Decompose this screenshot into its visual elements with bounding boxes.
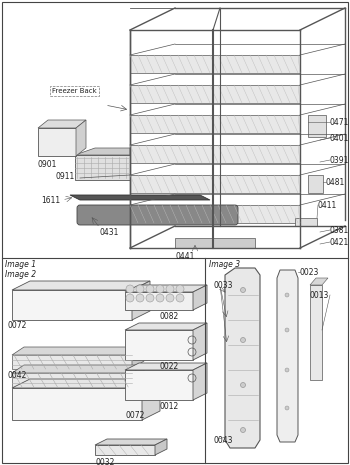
Polygon shape <box>193 285 207 310</box>
Text: 0441: 0441 <box>175 252 195 261</box>
Polygon shape <box>95 439 167 445</box>
Bar <box>130 85 300 103</box>
Polygon shape <box>193 363 207 400</box>
Polygon shape <box>132 347 144 369</box>
Circle shape <box>146 294 154 302</box>
Text: 0401: 0401 <box>330 133 349 142</box>
Text: Image 2: Image 2 <box>5 270 36 279</box>
Text: 0042: 0042 <box>8 371 27 379</box>
Bar <box>130 175 300 193</box>
Polygon shape <box>12 347 144 355</box>
Circle shape <box>240 427 245 432</box>
Text: 0901: 0901 <box>38 160 57 169</box>
Polygon shape <box>193 323 207 360</box>
Text: 0022: 0022 <box>160 362 179 371</box>
Polygon shape <box>95 445 155 455</box>
Text: 0391: 0391 <box>330 155 349 165</box>
Circle shape <box>166 294 174 302</box>
Text: 0471: 0471 <box>330 118 349 126</box>
Circle shape <box>176 285 184 293</box>
Circle shape <box>285 368 289 372</box>
Text: 1611: 1611 <box>41 195 60 205</box>
Polygon shape <box>125 370 193 400</box>
Polygon shape <box>12 379 160 388</box>
Text: 0023: 0023 <box>300 267 319 277</box>
Text: Freezer Back: Freezer Back <box>52 88 97 94</box>
Polygon shape <box>125 292 193 310</box>
Bar <box>130 55 300 73</box>
Bar <box>130 205 300 223</box>
Text: 0033: 0033 <box>213 280 232 290</box>
Text: 0012: 0012 <box>160 402 179 411</box>
Circle shape <box>176 294 184 302</box>
Polygon shape <box>132 365 144 387</box>
Circle shape <box>126 294 134 302</box>
Circle shape <box>136 294 144 302</box>
Polygon shape <box>125 323 207 330</box>
Text: 0411: 0411 <box>318 200 337 210</box>
Circle shape <box>285 293 289 297</box>
Circle shape <box>156 285 164 293</box>
Circle shape <box>126 285 134 293</box>
Bar <box>130 145 300 163</box>
Polygon shape <box>310 285 322 380</box>
Text: 0032: 0032 <box>95 458 115 465</box>
Circle shape <box>285 406 289 410</box>
Text: 0072: 0072 <box>125 411 144 419</box>
Polygon shape <box>277 270 298 442</box>
Text: 0481: 0481 <box>326 178 345 186</box>
Circle shape <box>166 285 174 293</box>
Text: 0072: 0072 <box>8 320 27 330</box>
Polygon shape <box>76 120 86 156</box>
Circle shape <box>156 294 164 302</box>
Polygon shape <box>155 439 167 455</box>
Polygon shape <box>12 373 132 387</box>
Text: Image 3: Image 3 <box>209 260 240 269</box>
Circle shape <box>240 338 245 343</box>
Polygon shape <box>38 120 86 128</box>
Polygon shape <box>75 155 130 180</box>
Text: 0911: 0911 <box>55 172 74 181</box>
Polygon shape <box>310 278 328 285</box>
Polygon shape <box>12 388 142 420</box>
Bar <box>308 115 326 137</box>
Bar <box>175 238 255 248</box>
Polygon shape <box>12 290 132 320</box>
Polygon shape <box>125 330 193 360</box>
Text: 0381: 0381 <box>330 226 349 234</box>
Bar <box>38 128 76 156</box>
Polygon shape <box>70 195 210 200</box>
Circle shape <box>136 285 144 293</box>
Polygon shape <box>225 268 260 448</box>
Polygon shape <box>125 363 207 370</box>
Circle shape <box>240 383 245 387</box>
Circle shape <box>240 287 245 292</box>
Text: 0431: 0431 <box>100 228 119 237</box>
Polygon shape <box>12 365 144 373</box>
Bar <box>308 175 323 193</box>
Text: 0043: 0043 <box>213 436 232 445</box>
Polygon shape <box>142 379 160 420</box>
Polygon shape <box>12 281 150 290</box>
Circle shape <box>285 328 289 332</box>
Text: 0421: 0421 <box>330 238 349 246</box>
Bar <box>295 218 317 226</box>
Text: 0013: 0013 <box>310 291 329 299</box>
Polygon shape <box>75 148 130 155</box>
Text: Image 1: Image 1 <box>5 260 36 269</box>
Circle shape <box>146 285 154 293</box>
Bar <box>130 115 300 133</box>
Polygon shape <box>132 281 150 320</box>
FancyBboxPatch shape <box>77 205 238 225</box>
Text: 0082: 0082 <box>160 312 179 321</box>
Polygon shape <box>125 285 207 292</box>
Polygon shape <box>12 355 132 369</box>
